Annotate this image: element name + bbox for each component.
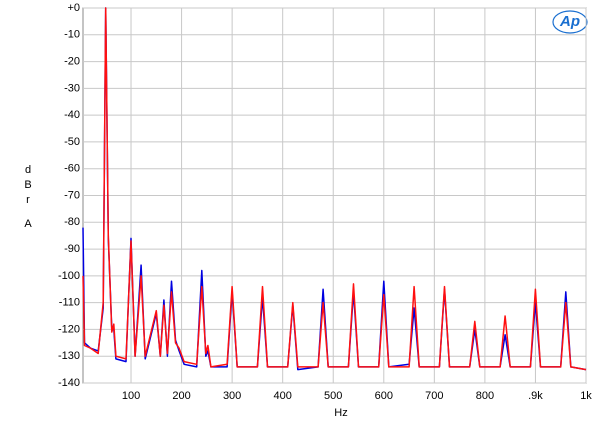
x-tick-label: 400 <box>274 390 292 402</box>
y-tick-label: -40 <box>64 109 80 121</box>
x-tick-label: 600 <box>375 390 393 402</box>
x-tick-label: .9k <box>528 390 543 402</box>
logo: Ap <box>559 13 580 30</box>
y-tick-label: -120 <box>58 323 80 335</box>
y-tick-label: -20 <box>64 55 80 67</box>
y-tick-label: -50 <box>64 136 80 148</box>
x-tick-label: 100 <box>122 390 140 402</box>
logo-ring <box>552 10 588 34</box>
y-tick-label: -130 <box>58 350 80 362</box>
x-tick-label: 800 <box>476 390 494 402</box>
y-tick-label: -30 <box>64 82 80 94</box>
x-axis-label: Hz <box>334 407 347 419</box>
x-tick-label: 500 <box>324 390 342 402</box>
x-tick-label: 300 <box>223 390 241 402</box>
y-tick-label: -140 <box>58 377 80 389</box>
y-axis-label: r <box>26 194 30 206</box>
y-tick-label: -80 <box>64 216 80 228</box>
x-tick-label: 200 <box>172 390 190 402</box>
x-tick-label: 700 <box>425 390 443 402</box>
y-tick-label: -110 <box>59 297 80 309</box>
x-tick-label: 1k <box>580 390 592 402</box>
y-tick-label: -90 <box>64 243 80 255</box>
y-tick-label: -100 <box>58 270 80 282</box>
series-line <box>82 7 587 371</box>
y-tick-label: -10 <box>64 29 80 41</box>
y-tick-label: -60 <box>64 163 80 175</box>
y-tick-label: -70 <box>64 189 80 201</box>
y-axis-label: B <box>24 179 31 191</box>
y-axis-label: A <box>24 218 32 230</box>
y-tick-label: +0 <box>67 2 80 14</box>
y-axis-label: d <box>25 164 31 176</box>
